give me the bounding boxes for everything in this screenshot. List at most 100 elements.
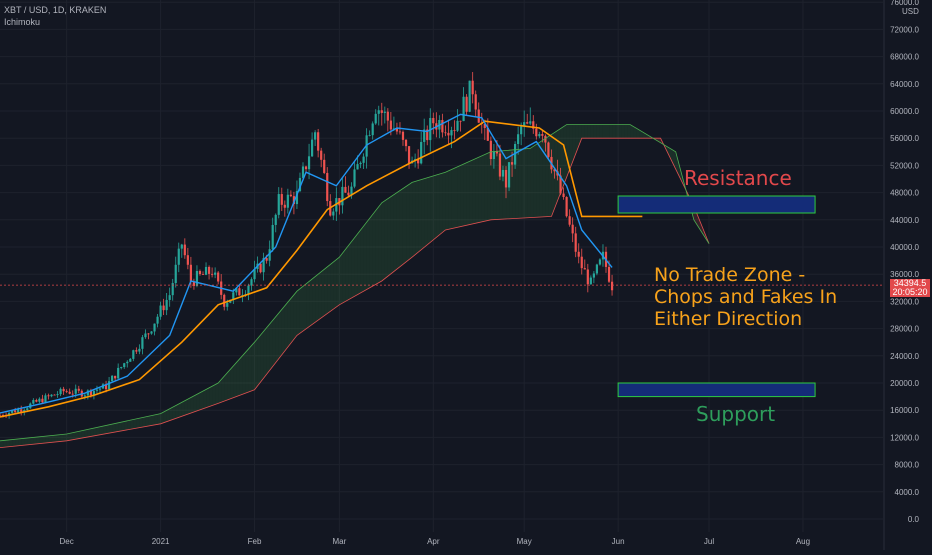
cloud-segment — [269, 320, 273, 371]
candle-body — [107, 381, 111, 390]
symbol-title[interactable]: XBT / USD, 1D, KRAKEN — [4, 5, 107, 15]
chart-header: XBT / USD, 1D, KRAKEN Ichimoku — [4, 4, 106, 28]
price-tick-label: 28000.0 — [890, 325, 919, 334]
time-axis[interactable]: Dec 2021 Feb Mar Apr May Jun Jul Aug — [60, 537, 811, 546]
candle-body — [201, 274, 205, 275]
candle-body — [317, 132, 320, 151]
candle-body — [453, 130, 456, 131]
cloud-segment — [357, 230, 361, 295]
candle-body — [359, 162, 362, 165]
cloud-segment — [54, 434, 58, 443]
cloud-segment — [169, 407, 173, 421]
candle-body — [538, 134, 541, 137]
cloud-segment — [212, 384, 216, 406]
candle-body — [307, 156, 311, 170]
cloud-segment — [636, 128, 640, 139]
cloud-segment — [248, 345, 252, 393]
cloud-segment — [181, 400, 185, 417]
price-tick-label: 0.0 — [908, 515, 920, 524]
candle-body — [226, 302, 229, 307]
cloud-segment — [15, 438, 19, 447]
candle-body — [238, 288, 241, 296]
cloud-segment — [148, 415, 152, 426]
candle-body — [383, 111, 386, 113]
resistance-zone[interactable] — [617, 195, 816, 214]
cloud-segment — [275, 313, 279, 363]
candle-body — [426, 129, 429, 141]
candle-body — [432, 117, 435, 124]
candle-body — [35, 400, 38, 402]
indicator-label[interactable]: Ichimoku — [4, 17, 41, 27]
candle-body — [353, 169, 356, 187]
resistance-annotation[interactable]: Resistance — [684, 166, 792, 190]
cloud-segment — [436, 174, 440, 238]
cloud-segment — [99, 426, 104, 435]
candle-body — [162, 305, 165, 311]
candle-body — [198, 270, 202, 275]
cloud-segment — [84, 429, 88, 438]
cloud-segment — [602, 124, 606, 139]
no-trade-zone-annotation[interactable]: No Trade Zone - Chops and Fakes In Eithe… — [654, 264, 838, 330]
cloud-segment — [278, 309, 282, 359]
candle-body — [523, 122, 526, 127]
candle-body — [374, 113, 377, 124]
cloud-segment — [527, 148, 531, 218]
candle-body — [377, 110, 380, 114]
price-axis[interactable]: 76000.0 72000.0 68000.0 64000.0 60000.0 56000… — [890, 0, 919, 524]
candle-body — [447, 132, 450, 136]
support-zone[interactable] — [617, 382, 816, 398]
cloud-segment — [390, 194, 394, 274]
cloud-segment — [587, 124, 591, 139]
candle-body — [68, 391, 71, 394]
cloud-segment — [596, 124, 600, 139]
cloud-segment — [190, 395, 194, 414]
candle-body — [150, 331, 153, 334]
cloud-segment — [454, 166, 458, 228]
candle-body — [59, 388, 62, 395]
cloud-segment — [239, 355, 243, 396]
cloud-segment — [348, 241, 352, 300]
ichimoku-lines — [0, 113, 710, 448]
candle-body — [192, 281, 196, 286]
cloud-segment — [536, 142, 540, 218]
candle-body — [571, 224, 574, 234]
cloud-segment — [196, 392, 200, 411]
candle-body — [23, 410, 26, 412]
cloud-segment — [569, 124, 573, 170]
cloud-segment — [424, 177, 428, 248]
candle-body — [474, 94, 477, 110]
cloud-segment — [624, 124, 628, 139]
cloud-segment — [381, 200, 385, 281]
candle-body — [398, 131, 402, 133]
candle-body — [583, 268, 586, 270]
support-annotation[interactable]: Support — [696, 402, 776, 426]
candle-body — [217, 272, 220, 282]
senkou-b-line — [0, 137, 710, 448]
candle-body — [280, 194, 283, 205]
candle-body — [144, 333, 147, 338]
price-tick-label: 40000.0 — [890, 243, 919, 252]
cloud-segment — [363, 222, 367, 292]
candle-body — [86, 390, 89, 396]
zones[interactable] — [617, 195, 816, 398]
candle-body — [111, 375, 114, 382]
candle-body — [235, 288, 238, 293]
candle-body — [489, 140, 492, 160]
price-tick-label: 48000.0 — [890, 189, 919, 198]
cloud-segment — [599, 124, 603, 139]
cloud-segment — [415, 180, 419, 255]
cloud-segment — [303, 283, 307, 332]
cloud-segment — [406, 184, 410, 262]
price-tick-label: 68000.0 — [890, 53, 919, 62]
cloud-segment — [460, 164, 464, 227]
candle-body — [271, 224, 274, 250]
candle-body — [295, 191, 299, 205]
cloud-segment — [621, 124, 625, 139]
candle-body — [607, 266, 611, 282]
cloud-segment — [521, 148, 525, 219]
cloud-segment — [51, 435, 55, 443]
candle-body — [532, 121, 535, 129]
cloud-segment — [209, 386, 213, 407]
